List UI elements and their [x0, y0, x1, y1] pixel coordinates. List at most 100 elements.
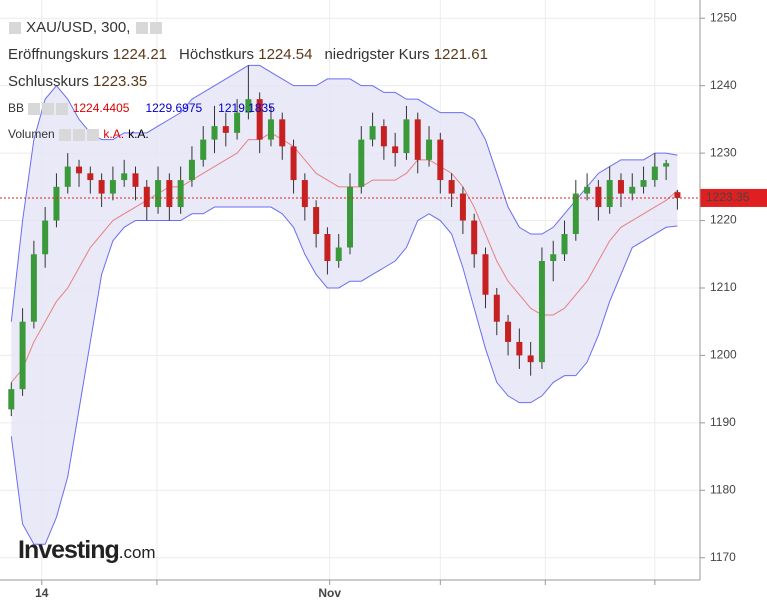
watermark: Investing.com — [18, 536, 156, 565]
candle-body — [414, 119, 421, 160]
band-line — [10, 64, 678, 322]
candle-body — [42, 220, 49, 255]
ohlc-label: Schlusskurs — [8, 73, 89, 90]
candle-body — [674, 192, 681, 198]
indicator-icon[interactable] — [73, 128, 86, 141]
volume-value: k.A. — [128, 127, 149, 141]
candle-body — [426, 139, 433, 160]
candle-body — [109, 180, 116, 194]
candle-body — [606, 180, 613, 208]
band-value: 1229.6975 — [145, 101, 203, 115]
candle-body — [459, 193, 466, 221]
candle-body — [166, 180, 173, 208]
candle-body — [324, 234, 331, 261]
candle-body — [380, 126, 387, 147]
band-value: 1219.1835 — [218, 101, 275, 115]
candle-body — [617, 180, 624, 194]
x-tick-label: Nov — [318, 586, 341, 600]
candle-body — [8, 389, 15, 410]
candle-body — [222, 126, 229, 133]
candle-body — [505, 321, 512, 342]
candle-body — [584, 186, 591, 194]
title-row: XAU/USD, 300, — [8, 14, 500, 41]
collapse-icon[interactable] — [9, 22, 21, 35]
indicator-icon[interactable] — [28, 102, 41, 115]
candle-body — [629, 186, 636, 194]
price-label-box — [700, 188, 767, 207]
y-tick-label: 1210 — [710, 280, 737, 294]
candle-body — [369, 126, 376, 140]
candle-body — [651, 166, 658, 181]
candle-body — [234, 112, 241, 133]
candle-body — [640, 180, 647, 187]
chart-title: XAU/USD, 300, — [26, 19, 131, 36]
watermark-text: Investing — [18, 536, 120, 564]
candle-body — [211, 126, 218, 140]
candle-body — [188, 159, 195, 181]
candle-body — [403, 119, 410, 154]
settings-icon[interactable] — [149, 22, 162, 35]
ohlc-row: Eröffnungskurs 1224.21 Höchstkurs 1224.54… — [8, 41, 500, 68]
candle-body — [471, 220, 478, 255]
ohlc-value: 1224.54 — [258, 46, 313, 63]
band-line — [10, 132, 678, 383]
candle-body — [267, 119, 274, 140]
candle-body — [87, 173, 94, 181]
candle-body — [53, 186, 60, 221]
candle-body — [358, 139, 365, 187]
candle-body — [493, 294, 500, 322]
ohlc-value: 1224.21 — [112, 46, 168, 63]
y-tick-label: 1240 — [710, 78, 737, 92]
volume-row: Volumen k.A. k.A. — [8, 121, 500, 147]
ohlc-value: 1221.61 — [433, 46, 488, 63]
candle-body — [301, 180, 308, 208]
candle-body — [347, 186, 353, 248]
indicator-icon[interactable] — [42, 102, 55, 115]
candle-body — [143, 186, 150, 208]
candle-body — [437, 139, 444, 181]
volume-label: Volumen — [8, 127, 55, 141]
y-tick-label: 1180 — [710, 482, 736, 496]
candle-body — [19, 321, 26, 390]
indicator-icon[interactable] — [87, 128, 100, 141]
x-tick-label: 14 — [35, 586, 49, 600]
candle-body — [392, 146, 399, 154]
candle-body — [516, 341, 523, 356]
ohlc-label: Höchstkurs — [179, 46, 255, 63]
candle-body — [279, 119, 286, 147]
candle-body — [200, 139, 207, 160]
candle-body — [550, 254, 557, 261]
indicator-name: BB — [8, 101, 25, 115]
candle-body — [177, 180, 184, 208]
candle-body — [76, 166, 83, 174]
indicator-icon[interactable] — [59, 128, 72, 141]
candle-body — [538, 261, 545, 363]
y-tick-label: 1230 — [710, 145, 737, 159]
candle-body — [245, 99, 252, 113]
ohlc-label: niedrigster Kurs — [324, 46, 430, 63]
candle-body — [482, 254, 489, 295]
y-tick-label: 1250 — [710, 10, 737, 24]
indicator-row: BB 1224.4405 1229.6975 1219.1835 — [8, 95, 500, 121]
y-tick-label: 1200 — [710, 348, 737, 362]
ohlc-label: Eröffnungskurs — [8, 46, 109, 63]
band-value: 1224.4405 — [72, 101, 130, 115]
settings-icon[interactable] — [135, 22, 148, 35]
candle-body — [527, 355, 534, 363]
ohlc-value: 1223.35 — [93, 73, 148, 90]
y-tick-label: 1190 — [710, 415, 736, 429]
candle-body — [256, 99, 263, 140]
candle-body — [663, 163, 670, 167]
volume-value: k.A. — [103, 127, 125, 141]
candle-body — [132, 173, 139, 187]
candle-body — [155, 180, 162, 208]
watermark-suffix: .com — [118, 543, 156, 562]
candle-body — [561, 234, 568, 255]
band-line — [10, 206, 678, 545]
candle-body — [313, 207, 320, 235]
ohlc-row: Schlusskurs 1223.35 — [8, 68, 500, 95]
price-label: 1223.35 — [706, 190, 750, 204]
indicator-icon[interactable] — [56, 102, 69, 115]
